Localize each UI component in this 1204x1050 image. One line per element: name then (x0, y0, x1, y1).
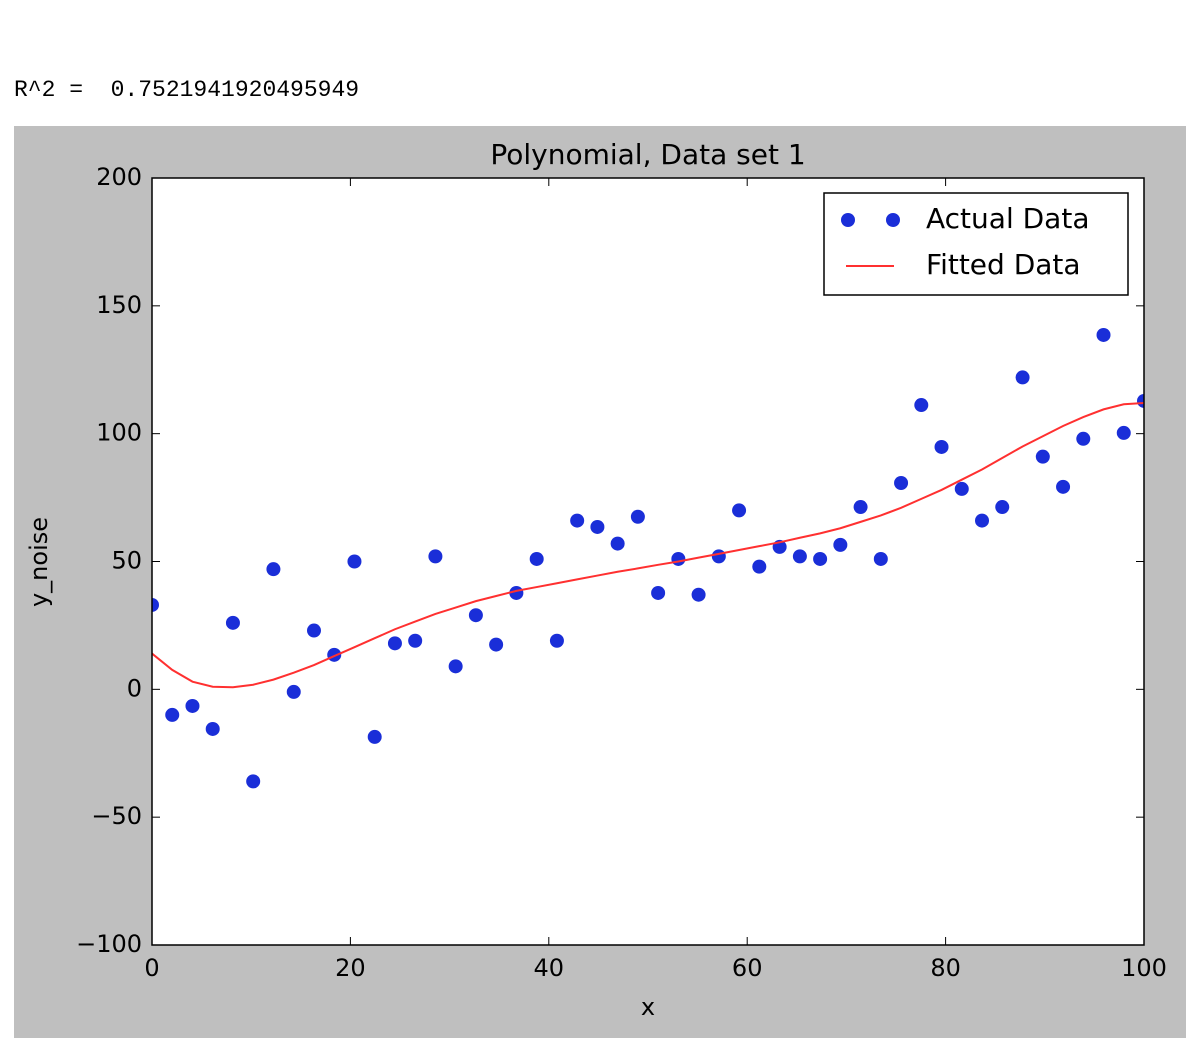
data-point (833, 537, 848, 552)
data-point (671, 551, 686, 566)
data-point (711, 549, 726, 564)
data-point (529, 551, 544, 566)
y-tick-label: 100 (96, 419, 142, 447)
data-point (1035, 449, 1050, 464)
data-point (914, 398, 929, 413)
plot-marks (152, 327, 1144, 789)
y-tick-label: 50 (111, 547, 142, 575)
x-tick-label: 40 (534, 954, 565, 982)
data-point (205, 721, 220, 736)
output-line: R^2 = 0.7521941920495949 (14, 77, 360, 103)
data-point (630, 509, 645, 524)
x-tick-label: 0 (144, 954, 159, 982)
x-tick-label: 80 (930, 954, 961, 982)
data-point (954, 481, 969, 496)
data-point (387, 636, 402, 651)
data-point (1015, 370, 1030, 385)
y-tick-label: 200 (96, 163, 142, 191)
data-point (306, 623, 321, 638)
data-point (286, 684, 301, 699)
y-tick-label: 150 (96, 291, 142, 319)
data-point (752, 559, 767, 574)
legend-label: Fitted Data (926, 248, 1081, 281)
fitted-line (152, 401, 1144, 689)
data-point (610, 536, 625, 551)
x-tick-label: 100 (1121, 954, 1167, 982)
data-point (225, 615, 240, 630)
data-point (428, 549, 443, 564)
data-point (246, 774, 261, 789)
y-tick-label: −100 (76, 930, 142, 958)
data-point (651, 585, 666, 600)
legend-marker (841, 213, 855, 227)
data-point (549, 633, 564, 648)
data-point (995, 500, 1010, 515)
data-point (873, 551, 888, 566)
legend-label: Actual Data (926, 202, 1089, 235)
data-point (152, 597, 159, 612)
data-point (468, 608, 483, 623)
plot-area (152, 178, 1144, 945)
data-point (732, 503, 747, 518)
data-point (347, 554, 362, 569)
data-point (590, 519, 605, 534)
data-point (408, 633, 423, 648)
data-point (853, 500, 868, 515)
data-point (1137, 393, 1144, 408)
y-tick-label: −50 (91, 802, 142, 830)
x-tick-label: 60 (732, 954, 763, 982)
legend-marker (886, 213, 900, 227)
data-point (367, 729, 382, 744)
plot-frame (151, 177, 1145, 946)
data-point (570, 513, 585, 528)
y-axis-label: y_noise (25, 517, 53, 607)
x-tick-label: 20 (335, 954, 366, 982)
data-point (266, 562, 281, 577)
data-point (1096, 327, 1111, 342)
legend-box (823, 192, 1129, 296)
data-point (1076, 431, 1091, 446)
data-point (894, 476, 909, 491)
data-point (185, 698, 200, 713)
y-tick-label: 0 (127, 674, 142, 702)
data-point (691, 587, 706, 602)
data-point (448, 659, 463, 674)
chart-title: Polynomial, Data set 1 (490, 138, 805, 171)
data-point (165, 707, 180, 722)
data-point (975, 513, 990, 528)
x-axis-label: x (641, 993, 655, 1021)
data-point (813, 551, 828, 566)
data-point (792, 549, 807, 564)
data-point (1116, 425, 1131, 440)
data-point (489, 637, 504, 652)
data-point (1056, 479, 1071, 494)
data-point (934, 439, 949, 454)
